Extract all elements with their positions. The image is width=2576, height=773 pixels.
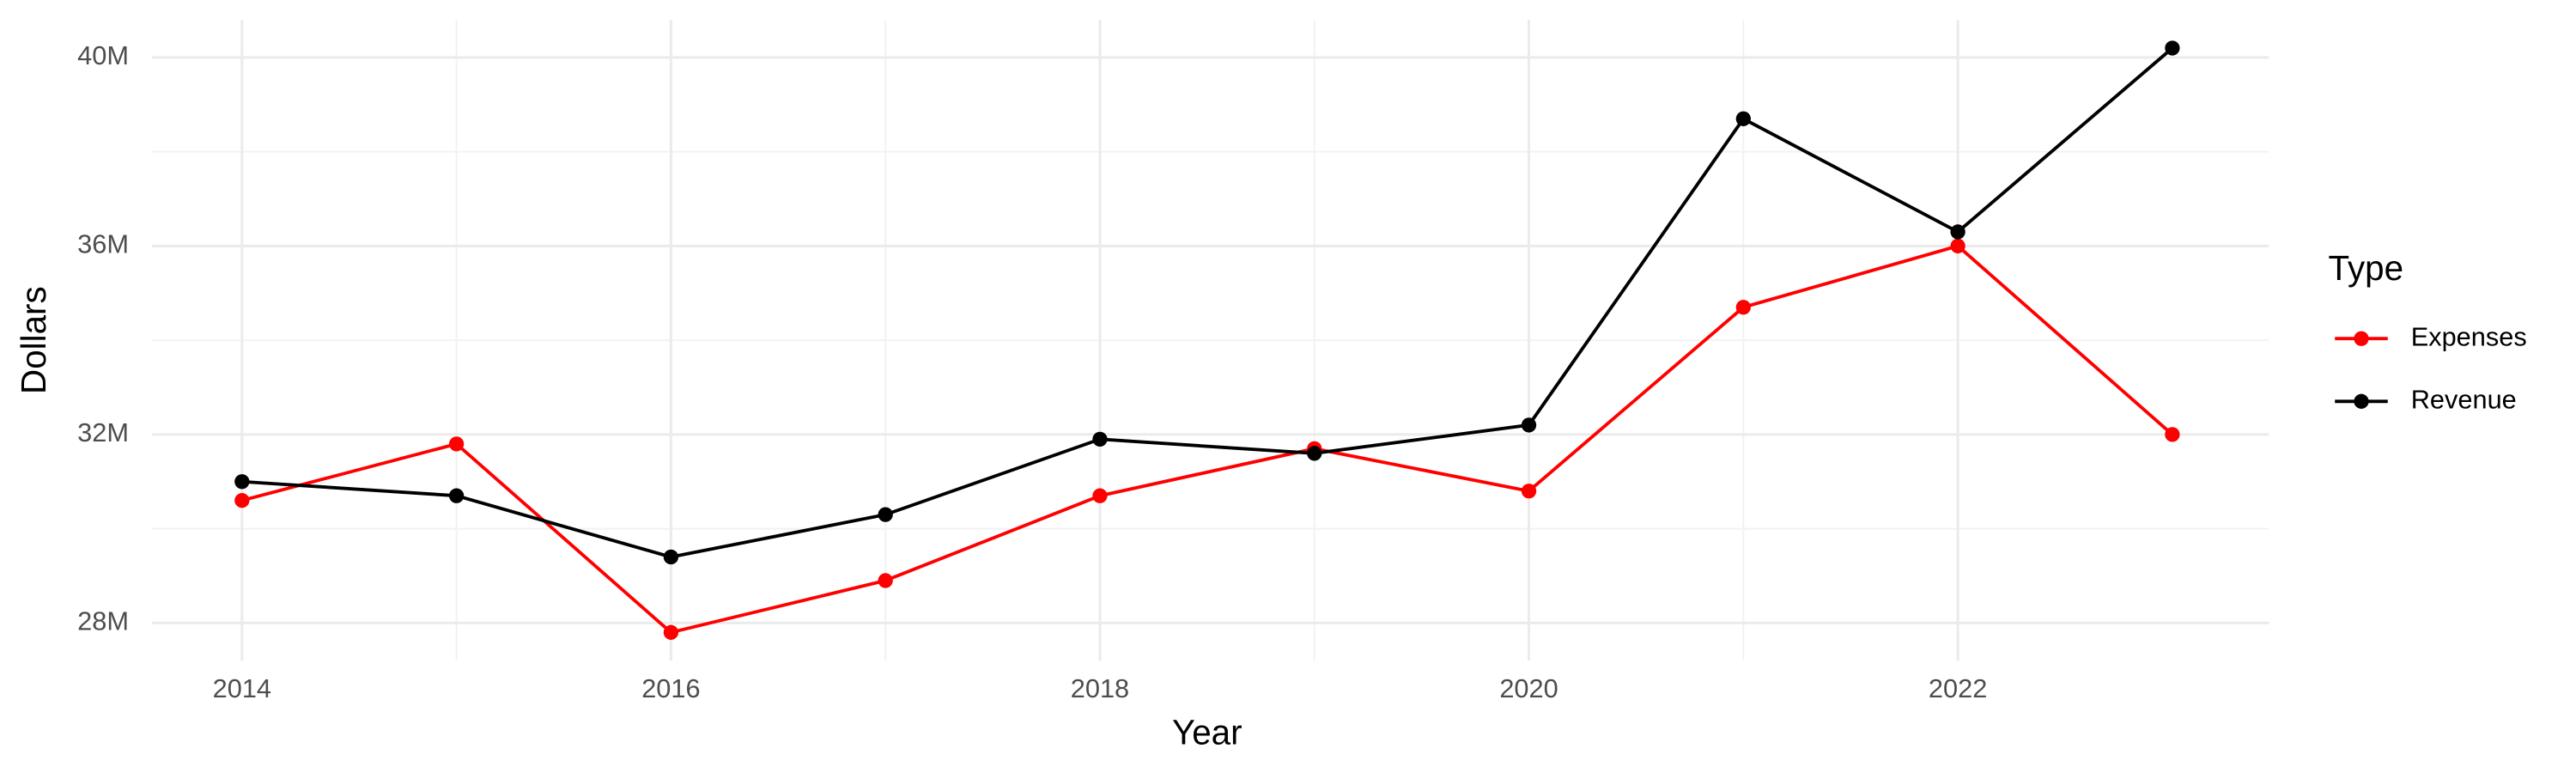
data-point xyxy=(663,549,679,565)
legend-title: Type xyxy=(2329,248,2404,288)
data-point xyxy=(878,507,893,522)
y-axis-title: Dollars xyxy=(14,286,53,394)
series-line xyxy=(241,244,2174,635)
x-tick-label: 2016 xyxy=(641,673,700,703)
data-point xyxy=(1307,446,1322,461)
data-point xyxy=(2165,427,2180,442)
data-point xyxy=(1950,224,1965,240)
x-axis-title: Year xyxy=(1172,712,1242,752)
x-tick-label: 2014 xyxy=(213,673,271,703)
legend-marker xyxy=(2354,331,2369,346)
data-point xyxy=(1092,488,1108,503)
y-tick-label: 32M xyxy=(77,417,129,447)
data-point xyxy=(1092,431,1108,447)
data-point xyxy=(234,493,250,508)
grid xyxy=(151,20,2269,661)
data-point xyxy=(1950,238,1965,254)
legend-label: Revenue xyxy=(2411,384,2517,414)
legend-label: Expenses xyxy=(2411,321,2527,351)
data-point xyxy=(2165,40,2180,56)
data-point xyxy=(448,488,465,503)
data-point xyxy=(234,474,250,490)
data-point xyxy=(1735,300,1751,315)
data-point xyxy=(1521,417,1537,433)
x-tick-label: 2020 xyxy=(1499,673,1558,703)
x-tick-label: 2018 xyxy=(1071,673,1129,703)
series-line xyxy=(241,46,2174,559)
data-point xyxy=(878,573,893,588)
y-tick-label: 40M xyxy=(77,40,129,70)
y-tick-label: 28M xyxy=(77,606,129,636)
y-tick-label: 36M xyxy=(77,229,129,259)
data-point xyxy=(1735,111,1751,126)
data-point xyxy=(1521,484,1537,499)
legend-marker xyxy=(2354,393,2369,409)
data-point xyxy=(448,436,465,452)
data-point xyxy=(663,624,679,640)
x-tick-label: 2022 xyxy=(1929,673,1987,703)
